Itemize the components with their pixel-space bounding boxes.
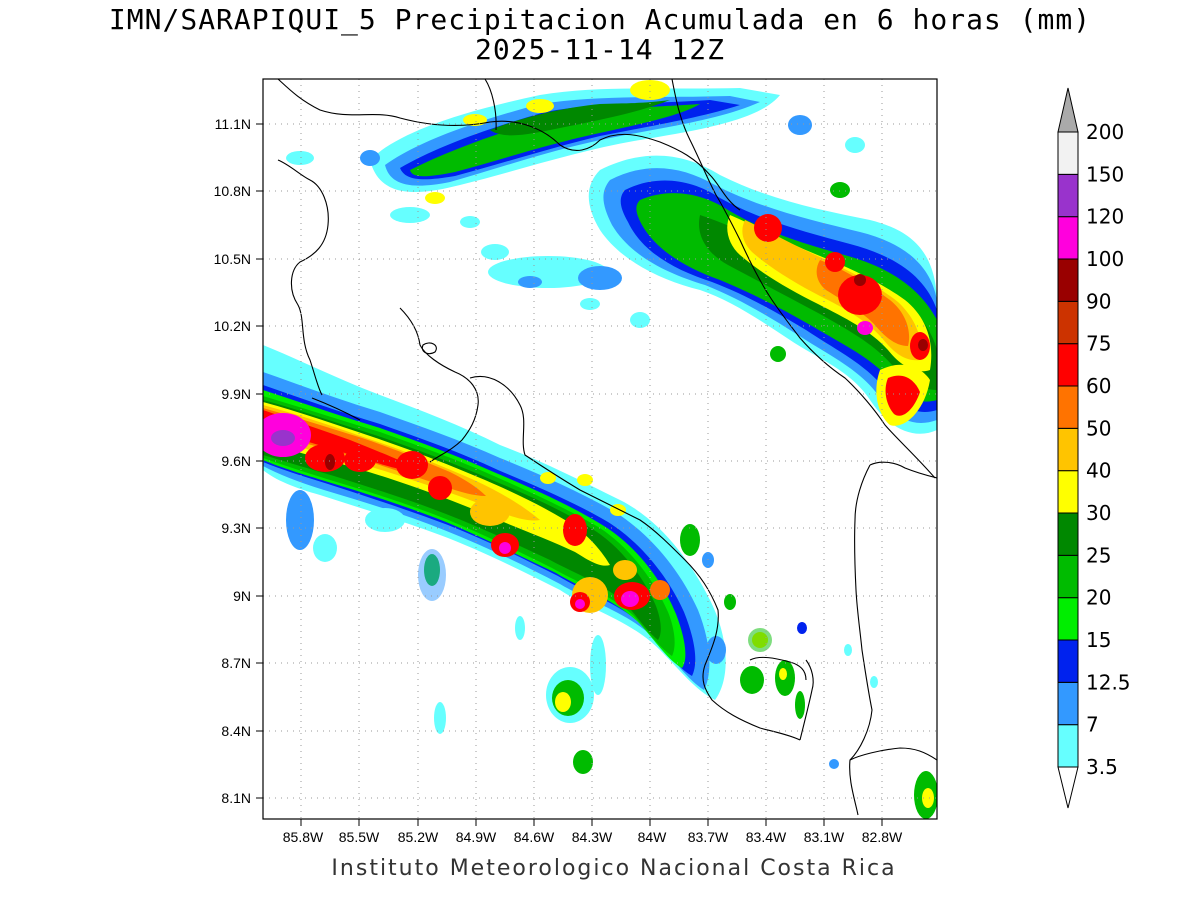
colorbar-top-arrow xyxy=(1057,87,1079,133)
lat-tick-label: 9N xyxy=(233,588,251,604)
colorbar-label: 150 xyxy=(1086,162,1124,186)
colorbar-bottom-arrow xyxy=(1057,766,1079,809)
lon-tick-label: 84.3W xyxy=(572,829,613,845)
lat-tick-label: 11.1N xyxy=(215,116,251,132)
map-frame xyxy=(262,78,938,820)
lat-tick-label: 10.8N xyxy=(214,183,251,199)
colorbar-label: 120 xyxy=(1086,205,1124,229)
colorbar-label: 3.5 xyxy=(1086,755,1118,779)
colorbar-swatch xyxy=(1057,724,1079,768)
colorbar-label: 15 xyxy=(1086,628,1111,652)
colorbar-swatch xyxy=(1057,131,1079,175)
colorbar-label: 20 xyxy=(1086,586,1111,610)
colorbar-swatch xyxy=(1057,639,1079,683)
precip-cells-central xyxy=(390,207,650,328)
lon-tick-label: 83.7W xyxy=(688,829,729,845)
colorbar-swatch xyxy=(1057,173,1079,218)
map-title: IMN/SARAPIQUI_5 Precipitacion Acumulada … xyxy=(108,3,1092,36)
lat-tick-label: 10.5N xyxy=(214,251,251,267)
lat-tick-label: 10.2N xyxy=(214,318,251,334)
colorbar-swatch xyxy=(1057,512,1079,556)
precip-cells-south xyxy=(286,472,937,819)
colorbar-label: 12.5 xyxy=(1086,670,1131,694)
colorbar-label: 30 xyxy=(1086,501,1111,525)
colorbar-label: 90 xyxy=(1086,289,1111,313)
lon-tick-label: 85.8W xyxy=(283,829,324,845)
colorbar-swatch xyxy=(1057,681,1079,726)
precipitation-field xyxy=(263,80,937,819)
colorbar-swatch xyxy=(1057,470,1079,514)
colorbar-label: 200 xyxy=(1086,120,1124,144)
colorbar-swatch xyxy=(1057,597,1079,641)
lon-tick-label: 85.5W xyxy=(339,829,380,845)
colorbar-swatch xyxy=(1057,554,1079,599)
lat-tick-label: 9.9N xyxy=(221,386,251,402)
colorbar-label: 40 xyxy=(1086,459,1111,483)
colorbar-swatch xyxy=(1057,385,1079,429)
lon-tick-label: 84W xyxy=(638,829,668,845)
lat-tick-label: 8.1N xyxy=(221,790,251,806)
lon-tick-label: 84.9W xyxy=(456,829,497,845)
colorbar: 3.5 7 12.5 15 20 25 30 40 50 60 75 90 100 120 150 200 xyxy=(1057,87,1131,809)
lon-tick-label: 83.4W xyxy=(746,829,787,845)
map-datetime: 2025-11-14 12Z xyxy=(474,33,725,66)
lon-tick-label: 82.8W xyxy=(862,829,903,845)
colorbar-label: 100 xyxy=(1086,247,1124,271)
colorbar-label: 60 xyxy=(1086,374,1111,398)
precip-band-pacific xyxy=(263,345,726,700)
lat-tick-label: 9.3N xyxy=(221,520,251,536)
colorbar-label: 25 xyxy=(1086,543,1111,567)
colorbar-label: 50 xyxy=(1086,416,1111,440)
colorbar-swatch xyxy=(1057,300,1079,345)
colorbar-swatch xyxy=(1057,427,1079,472)
colorbar-label: 7 xyxy=(1086,713,1099,737)
lat-tick-label: 8.7N xyxy=(221,655,251,671)
graticule xyxy=(263,79,937,819)
lat-tick-label: 9.6N xyxy=(221,453,251,469)
precip-band-north xyxy=(286,80,780,204)
lon-tick-label: 85.2W xyxy=(398,829,439,845)
lon-tick-label: 83.1W xyxy=(804,829,845,845)
credit-text: Instituto Meteorologico Nacional Costa R… xyxy=(331,856,897,881)
lat-tick-label: 8.4N xyxy=(221,723,251,739)
colorbar-swatch xyxy=(1057,258,1079,302)
axis-ticks xyxy=(256,123,883,826)
colorbar-swatch xyxy=(1057,216,1079,260)
colorbar-label: 75 xyxy=(1086,332,1111,356)
coastlines xyxy=(277,79,937,816)
precip-band-northeast xyxy=(588,115,937,434)
colorbar-swatch xyxy=(1057,343,1079,387)
lon-tick-label: 84.6W xyxy=(514,829,555,845)
